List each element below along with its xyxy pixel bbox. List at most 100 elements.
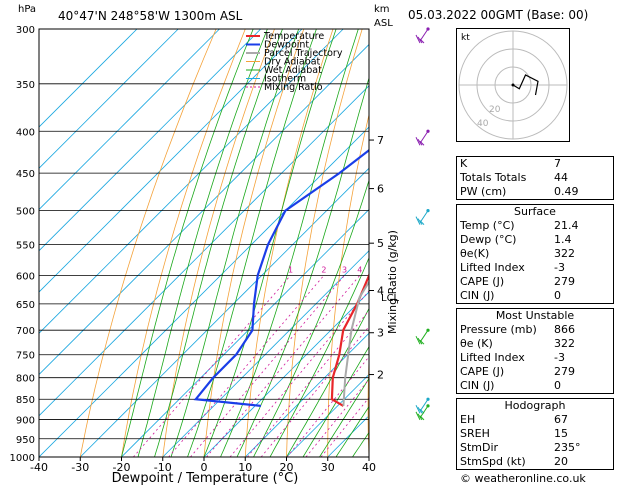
legend-entry: Wet Adiabat (264, 65, 322, 76)
mixing-ratio-label: 2 (321, 265, 326, 274)
isotherm-line (39, 126, 369, 457)
x-axis-label: Dewpoint / Temperature (°C) (112, 471, 299, 486)
dry-adiabat-line (619, 29, 629, 457)
index-value: 866 (554, 323, 575, 336)
date-header: 05.03.2022 00GMT (Base: 00) (408, 8, 589, 22)
index-value: 21.4 (554, 219, 579, 232)
pressure-tick-label: 500 (16, 207, 35, 218)
isotherm-line (203, 291, 369, 457)
index-row: StmSpd (kt) 20 (457, 455, 614, 470)
legend-entry: Isotherm (264, 74, 306, 85)
temperature-tick-label: 0 (201, 461, 208, 474)
wind-barb-column (415, 27, 430, 421)
index-value: 322 (554, 337, 575, 350)
index-label: StmDir (460, 441, 499, 454)
index-row: CAPE (J) 279 (457, 275, 614, 289)
wet-adiabat-line (286, 307, 369, 457)
index-label: K (460, 157, 468, 170)
index-row: CIN (J) 0 (457, 289, 614, 304)
index-row: SREH 15 (457, 427, 614, 441)
isotherm-line (39, 85, 369, 417)
index-row: CAPE (J) 279 (457, 365, 614, 379)
index-value: 44 (554, 171, 568, 184)
km-tick-label: 3 (377, 327, 384, 340)
pressure-tick-label: 700 (16, 326, 35, 337)
mixing-ratio-axis-label: Mixing Ratio (g/kg) (386, 230, 399, 334)
index-value: 322 (554, 247, 575, 260)
mixing-ratio-line (168, 275, 325, 457)
hodograph-title: Hodograph (504, 399, 566, 412)
legend-entry: Mixing Ratio (264, 82, 323, 93)
temperature-tick-label: -40 (30, 461, 48, 474)
index-row: EH 67 (457, 413, 614, 427)
index-row: Lifted Index -3 (457, 261, 614, 275)
index-row: CIN (J) 0 (457, 379, 614, 394)
wind-barb (415, 27, 430, 44)
pressure-tick-label: 550 (16, 240, 35, 251)
index-label: EH (460, 413, 476, 426)
mixing-ratio-label: 1 (288, 265, 293, 274)
index-value: 67 (554, 413, 568, 426)
index-value: 0 (554, 289, 561, 302)
km-tick-label: 5 (377, 237, 384, 250)
temperature-tick-label: -20 (113, 461, 131, 474)
wet-adiabat-line (187, 29, 317, 457)
index-label: Totals Totals (460, 171, 527, 184)
isotherm-line (39, 29, 220, 211)
km-tick-label: 2 (377, 369, 384, 382)
mixing-ratio-label: 3 (342, 265, 347, 274)
hodograph: kt 40 20 (456, 28, 570, 142)
index-value: 0.49 (554, 185, 579, 198)
index-value: -3 (554, 261, 565, 274)
wind-barb (415, 328, 430, 345)
index-label: PW (cm) (460, 185, 507, 198)
pressure-tick-label: 950 (16, 435, 35, 446)
index-value: 235° (554, 441, 581, 454)
index-value: 0 (554, 379, 561, 392)
km-label: km (374, 4, 390, 15)
pressure-tick-label: 400 (16, 127, 35, 138)
index-row: θe(K) 322 (457, 247, 614, 261)
wet-adiabat-line (203, 29, 337, 457)
index-label: Lifted Index (460, 351, 525, 364)
dry-adiabat-line (79, 29, 217, 457)
pressure-tick-label: 850 (16, 395, 35, 406)
legend-entry: Temperature (263, 31, 324, 42)
isotherm-line (244, 332, 369, 457)
chart-title: 40°47'N 248°58'W 1300m ASL (58, 9, 243, 23)
hodograph-ring-label-outer: 40 (477, 119, 489, 129)
index-row: Temp (°C) 21.4 (457, 219, 614, 233)
mixing-ratio-line (247, 310, 369, 457)
surface-table: Surface Temp (°C) 21.4 Dewp (°C) 1.4 θe(K) 32… (456, 204, 614, 304)
mixing-ratio-label: 4 (357, 265, 362, 274)
isotherm-line (39, 29, 138, 128)
index-value: 15 (554, 427, 568, 440)
most-unstable-title: Most Unstable (495, 309, 575, 322)
km-tick-label: 4 (377, 284, 384, 297)
isotherm-line (79, 167, 369, 457)
index-label: Temp (°C) (460, 219, 515, 232)
hodograph-table: Hodograph EH 67 SREH 15 StmDir 235° StmSpd (kt… (456, 398, 614, 470)
isotherm-line (162, 250, 369, 457)
isotherm-line (39, 43, 369, 376)
index-row: θe (K) 322 (457, 337, 614, 351)
mixing-ratio-line (133, 275, 291, 457)
index-value: 7 (554, 157, 561, 170)
indices-table: K 7 Totals Totals 44 PW (cm) 0.49 (456, 156, 614, 200)
series-dewpoint (193, 148, 369, 407)
pressure-tick-label: 600 (16, 271, 35, 282)
pressure-tick-label: 800 (16, 374, 35, 385)
index-value: -3 (554, 351, 565, 364)
pressure-tick-label: 750 (16, 351, 35, 362)
index-label: Lifted Index (460, 261, 525, 274)
surface-title: Surface (514, 205, 556, 218)
index-label: θe (K) (460, 337, 493, 350)
wet-adiabat-line (154, 29, 283, 457)
wet-adiabat-line (137, 29, 268, 457)
mixing-ratio-label: 6 (379, 265, 384, 274)
index-label: StmSpd (kt) (460, 455, 526, 468)
wet-adiabat-line (121, 29, 254, 457)
dry-adiabat-line (367, 350, 369, 457)
